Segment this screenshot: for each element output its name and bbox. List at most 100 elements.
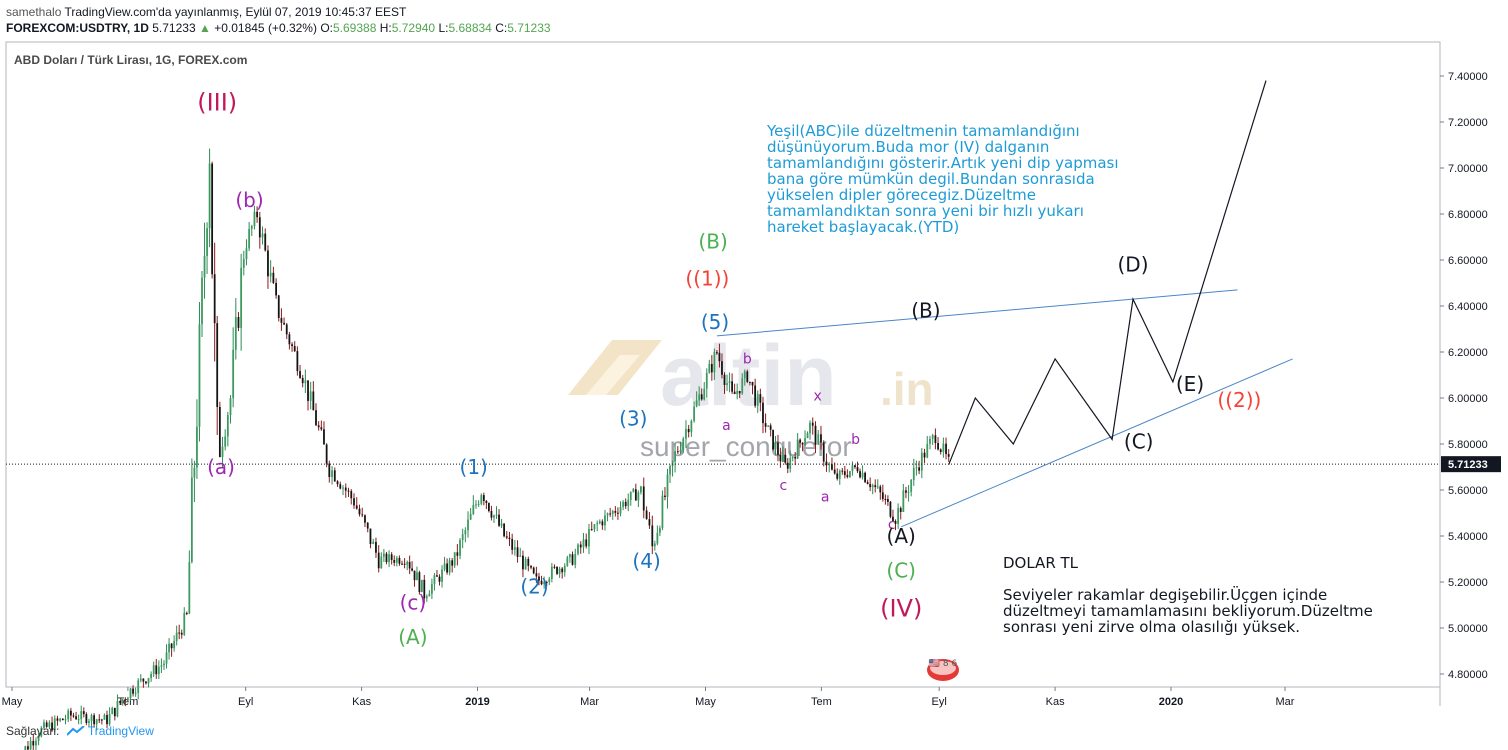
- candle: [234, 298, 237, 360]
- candle: [794, 452, 797, 466]
- candle: [178, 624, 181, 640]
- provider-brand[interactable]: TradingView: [87, 724, 154, 738]
- candle-body: [532, 567, 535, 574]
- candle-body: [211, 163, 214, 275]
- candle-body: [522, 555, 524, 570]
- candle-body: [820, 434, 822, 443]
- candle: [375, 537, 377, 558]
- candle: [590, 521, 593, 531]
- candle: [493, 514, 495, 523]
- candle-body: [193, 467, 196, 478]
- candle: [874, 479, 877, 493]
- candle: [420, 579, 423, 593]
- candle-body: [229, 398, 232, 416]
- candle-body: [198, 324, 201, 427]
- candle: [887, 495, 889, 506]
- candle-body: [328, 463, 331, 477]
- candle: [637, 490, 640, 508]
- candle-body: [622, 501, 625, 508]
- candle: [261, 226, 264, 245]
- candle: [669, 464, 671, 483]
- candle: [40, 726, 43, 738]
- candle: [315, 403, 317, 426]
- candle: [817, 430, 820, 445]
- candle-body: [851, 465, 854, 472]
- candle: [232, 327, 235, 408]
- candle: [35, 737, 37, 750]
- candle: [923, 448, 926, 463]
- candle-body: [336, 481, 339, 485]
- candle-body: [464, 530, 467, 535]
- candle: [849, 471, 851, 478]
- candle: [799, 438, 802, 448]
- candle: [240, 253, 243, 351]
- candle-body: [188, 562, 191, 614]
- candle-body: [524, 558, 527, 570]
- candle-body: [535, 573, 538, 577]
- candle: [29, 737, 32, 750]
- candle: [401, 560, 403, 566]
- candle-body: [876, 486, 879, 488]
- candle-body: [505, 536, 508, 538]
- author-name[interactable]: samethalo: [6, 5, 62, 19]
- candle: [746, 369, 749, 384]
- candle: [317, 421, 320, 431]
- candle: [433, 573, 436, 591]
- candle: [769, 423, 772, 437]
- candle: [723, 372, 726, 394]
- candle: [111, 706, 114, 715]
- wave-label: (E): [1176, 372, 1204, 396]
- candle-body: [285, 324, 288, 335]
- candle: [664, 487, 666, 501]
- candle: [611, 509, 614, 520]
- candle: [856, 461, 859, 473]
- candle-body: [887, 499, 889, 502]
- candle-body: [881, 492, 884, 499]
- candle: [645, 506, 648, 520]
- candle-body: [934, 435, 937, 444]
- candle: [804, 430, 806, 446]
- candle-body: [769, 425, 772, 430]
- candle-body: [234, 317, 237, 350]
- candle: [786, 457, 789, 474]
- candle-body: [814, 425, 817, 445]
- candle-body: [163, 663, 165, 666]
- candle: [331, 466, 333, 485]
- candle: [82, 707, 85, 718]
- candle: [596, 520, 599, 532]
- candle: [789, 450, 792, 473]
- candle: [134, 687, 137, 697]
- candle-body: [884, 498, 887, 500]
- candle: [495, 506, 498, 519]
- candle: [884, 494, 887, 505]
- candle: [738, 390, 741, 399]
- candle-body: [325, 444, 328, 464]
- candle: [556, 566, 558, 576]
- candle-body: [723, 374, 726, 385]
- candle-body: [53, 718, 56, 731]
- candle: [113, 707, 116, 721]
- candle: [27, 741, 29, 750]
- candle-body: [841, 470, 844, 472]
- candle: [224, 429, 227, 451]
- candle-body: [37, 736, 40, 741]
- candle: [915, 460, 918, 476]
- candle-body: [777, 442, 779, 455]
- candle: [64, 714, 67, 725]
- candle-body: [272, 272, 275, 283]
- candle-body: [152, 665, 155, 675]
- candle: [307, 380, 309, 411]
- candle: [553, 564, 556, 569]
- watermark-logo-inner: [586, 355, 640, 395]
- candle: [438, 574, 441, 586]
- candle: [132, 685, 134, 697]
- wave-label: x: [813, 388, 821, 404]
- candle: [899, 506, 902, 520]
- candle: [736, 383, 739, 400]
- candle-body: [634, 489, 637, 501]
- price-axis: 4.80000 5.00000 5.20000 5.40000 5.60000 5.800…: [1440, 71, 1488, 681]
- candle-body: [213, 274, 216, 324]
- publish-info: samethalo TradingView.com'da yayınlanmış…: [6, 4, 406, 20]
- candle: [170, 642, 173, 657]
